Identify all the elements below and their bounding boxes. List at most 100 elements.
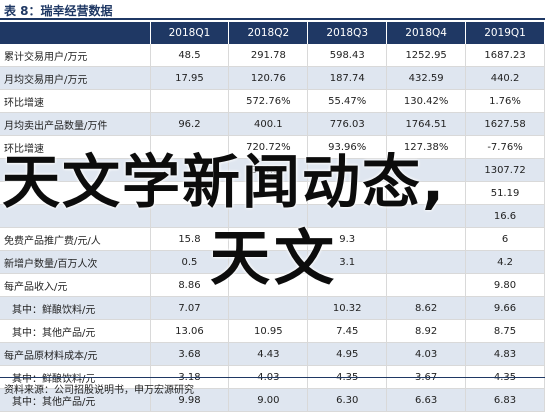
row-label: 环比增速	[0, 135, 151, 159]
table-cell	[228, 181, 309, 205]
table-cell: 93.96%	[307, 135, 388, 159]
table-row: 月均卖出产品数量/万件 96.2 400.1 776.03 1764.51 1627.58	[0, 112, 545, 136]
table-cell: 572.76%	[228, 89, 309, 113]
table-cell: 1307.72	[465, 158, 545, 182]
table-cell	[228, 250, 309, 274]
overlay-text-line1: 天文学新闻动态,	[2, 148, 447, 216]
row-label: 免费产品推广费/元/人	[0, 227, 151, 251]
table-cell	[228, 204, 309, 228]
table-cell: 4.03	[386, 342, 467, 366]
overlay-text-line2: 天文	[210, 224, 338, 294]
table-cell	[386, 273, 467, 297]
table-row: 16.6	[0, 204, 545, 228]
source-note: 资料来源：公司招股说明书，申万宏源研究	[4, 385, 194, 396]
table-cell: 17.95	[150, 66, 230, 90]
table-row: 51.19	[0, 181, 545, 205]
row-label	[0, 158, 151, 182]
table-cell	[150, 204, 230, 228]
table-cell: 15.8	[150, 227, 230, 251]
row-label: 每产品收入/元	[0, 273, 151, 297]
table-body: 累计交易用户/万元 48.5 291.78 598.43 1252.95 1687.23 月…	[0, 44, 545, 412]
row-label: 累计交易用户/万元	[0, 44, 151, 67]
table-cell: 6.30	[307, 388, 388, 412]
table-cell	[386, 250, 467, 274]
table-row: 其中：其他产品/元 13.06 10.95 7.45 8.92 8.75	[0, 319, 545, 343]
header-cell: 2018Q2	[228, 22, 309, 44]
row-label	[0, 181, 151, 205]
table-cell: 1764.51	[386, 112, 467, 136]
table-cell: 9.3	[307, 227, 388, 251]
table-cell	[386, 227, 467, 251]
table-cell	[386, 204, 467, 228]
header-cell: 2018Q4	[386, 22, 467, 44]
table-row: 每产品原材料成本/元 3.68 4.43 4.95 4.03 4.83	[0, 342, 545, 366]
row-label	[0, 204, 151, 228]
table-row: 环比增速 720.72% 93.96% 127.38% -7.76%	[0, 135, 545, 159]
table-cell: 13.06	[150, 319, 230, 343]
table-cell: 130.42%	[386, 89, 467, 113]
table-cell	[307, 158, 388, 182]
table-cell: 4.95	[307, 342, 388, 366]
table-row: 累计交易用户/万元 48.5 291.78 598.43 1252.95 1687.23	[0, 44, 545, 67]
row-label: 其中：鲜酿饮料/元	[0, 296, 151, 320]
table-cell: 96.2	[150, 112, 230, 136]
table-row: 其中：鲜酿饮料/元 7.07 10.32 8.62 9.66	[0, 296, 545, 320]
row-label: 其中：其他产品/元	[0, 319, 151, 343]
table-cell: 55.47%	[307, 89, 388, 113]
table-row: 每产品收入/元 8.86 9.80	[0, 273, 545, 297]
table-cell	[228, 296, 309, 320]
table-cell	[386, 158, 467, 182]
table-cell: 120.76	[228, 66, 309, 90]
table-cell	[386, 181, 467, 205]
table-cell: 16.6	[465, 204, 545, 228]
header-row: 2018Q1 2018Q2 2018Q3 2018Q4 2019Q1	[0, 22, 545, 44]
table-cell: 127.38%	[386, 135, 467, 159]
table-row: 374.37 1307.72	[0, 158, 545, 182]
row-label: 新增户数量/百万人次	[0, 250, 151, 274]
table-cell: 0.5	[150, 250, 230, 274]
table-cell	[228, 227, 309, 251]
row-label: 月均交易用户/万元	[0, 66, 151, 90]
table-cell	[228, 273, 309, 297]
table-cell: -7.76%	[465, 135, 545, 159]
table-cell	[150, 181, 230, 205]
table-cell: 48.5	[150, 44, 230, 67]
table-cell	[150, 89, 230, 113]
table-title: 表 8：瑞幸经营数据	[4, 4, 113, 18]
row-label: 环比增速	[0, 89, 151, 113]
table-cell: 9.00	[228, 388, 309, 412]
table-cell: 10.32	[307, 296, 388, 320]
table-cell: 1.76%	[465, 89, 545, 113]
table-row: 环比增速 572.76% 55.47% 130.42% 1.76%	[0, 89, 545, 113]
table-cell	[307, 204, 388, 228]
table-cell: 1627.58	[465, 112, 545, 136]
table-row: 月均交易用户/万元 17.95 120.76 187.74 432.59 440.2	[0, 66, 545, 90]
header-cell: 2018Q1	[150, 22, 230, 44]
table-cell: 3.68	[150, 342, 230, 366]
table-cell: 4.83	[465, 342, 545, 366]
table-cell: 6.63	[386, 388, 467, 412]
table-cell: 8.62	[386, 296, 467, 320]
table-cell	[307, 273, 388, 297]
table-cell: 720.72%	[228, 135, 309, 159]
source-divider	[0, 377, 545, 378]
table-cell: 3.1	[307, 250, 388, 274]
title-divider	[0, 18, 545, 20]
table-cell: 374.37	[228, 158, 309, 182]
header-cell	[0, 22, 151, 44]
table-cell: 1687.23	[465, 44, 545, 67]
row-label: 月均卖出产品数量/万件	[0, 112, 151, 136]
table-cell: 6.83	[465, 388, 545, 412]
table-row: 新增户数量/百万人次 0.5 3.1 4.2	[0, 250, 545, 274]
row-label: 每产品原材料成本/元	[0, 342, 151, 366]
table-cell: 776.03	[307, 112, 388, 136]
table-cell: 432.59	[386, 66, 467, 90]
table-cell	[150, 135, 230, 159]
table-cell: 7.45	[307, 319, 388, 343]
table-cell: 9.80	[465, 273, 545, 297]
header-cell: 2019Q1	[465, 22, 545, 44]
table-cell: 8.75	[465, 319, 545, 343]
table-cell: 8.86	[150, 273, 230, 297]
table-cell: 8.92	[386, 319, 467, 343]
table-cell: 4.43	[228, 342, 309, 366]
